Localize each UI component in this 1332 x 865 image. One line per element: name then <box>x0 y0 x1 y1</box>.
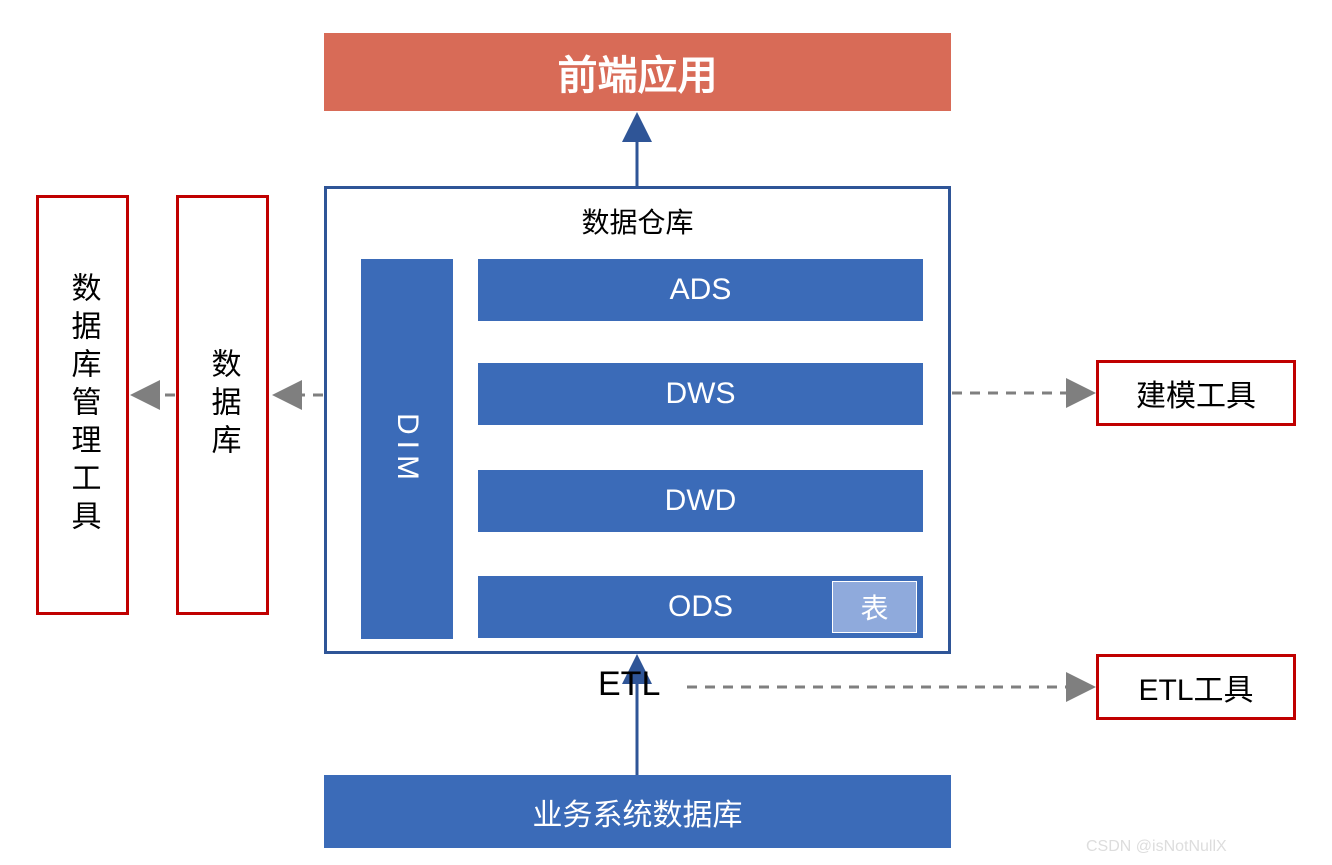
database-label: 数据库 <box>201 348 245 462</box>
data-warehouse-title: 数据仓库 <box>327 189 948 241</box>
dim-layer-box: DIM <box>361 259 453 639</box>
layer-box-ads: ADS <box>478 259 923 321</box>
frontend-app-box: 前端应用 <box>324 33 951 111</box>
modeling-tool-label: 建模工具 <box>1136 371 1256 415</box>
layer-label-ods: ODS <box>668 590 733 624</box>
etl-label: ETL <box>598 665 660 704</box>
modeling-tool-box: 建模工具 <box>1096 360 1296 426</box>
business-db-box: 业务系统数据库 <box>324 775 951 848</box>
watermark-text: CSDN @isNotNullX <box>1086 838 1227 856</box>
business-db-label: 业务系统数据库 <box>533 790 743 834</box>
db-management-tool-box: 数据库管理工具 <box>36 195 129 615</box>
database-box: 数据库 <box>176 195 269 615</box>
layer-box-dws: DWS <box>478 363 923 425</box>
ods-table-badge: 表 <box>832 581 917 633</box>
etl-tool-box: ETL工具 <box>1096 654 1296 720</box>
layer-label-dws: DWS <box>666 377 736 411</box>
layer-box-dwd: DWD <box>478 470 923 532</box>
layer-label-dwd: DWD <box>665 484 737 518</box>
layer-label-ads: ADS <box>670 273 732 307</box>
dim-layer-label: DIM <box>390 413 424 486</box>
ods-table-badge-label: 表 <box>860 587 888 627</box>
frontend-app-label: 前端应用 <box>558 43 718 101</box>
etl-tool-label: ETL工具 <box>1138 665 1253 709</box>
db-management-tool-label: 数据库管理工具 <box>61 272 105 538</box>
